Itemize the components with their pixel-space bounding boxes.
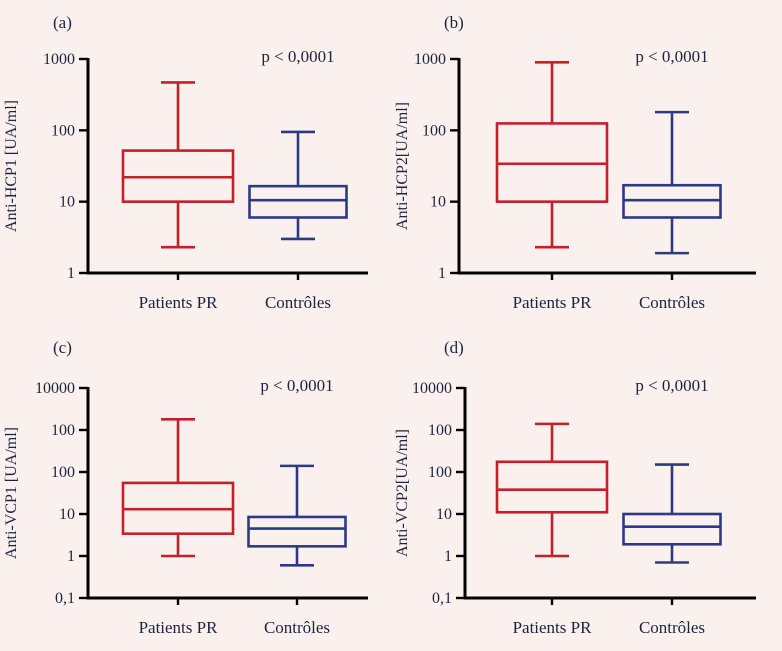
p-value-label: p < 0,0001 xyxy=(261,47,334,66)
y-tick-label: 1000 xyxy=(43,51,75,68)
y-tick-label: 10 xyxy=(59,506,75,523)
panel-b: (b) Anti-HCP2[UA/ml] p < 0,0001 1000 100 10 1 P… xyxy=(394,13,756,312)
x-tick-label: Patients PR xyxy=(139,618,219,637)
panel-letter: (c) xyxy=(53,338,72,357)
y-tick-label: 10 xyxy=(430,194,446,211)
y-tick-label: 10000 xyxy=(412,380,452,397)
y-tick-label: 100 xyxy=(428,422,452,439)
box-b-controls xyxy=(622,110,722,255)
p-value-label: p < 0,0001 xyxy=(635,47,708,66)
box-b-patients xyxy=(495,60,609,249)
box-d-controls xyxy=(622,463,722,564)
y-axis-title: Anti-VCP2[UA/ml] xyxy=(394,429,411,557)
x-tick-label: Patients PR xyxy=(513,618,593,637)
iqr-box xyxy=(248,184,348,219)
box-a-patients xyxy=(121,81,235,249)
y-tick-label: 10 xyxy=(59,194,75,211)
x-tick-label: Contrôles xyxy=(264,618,330,637)
y-tick-label: 10000 xyxy=(35,380,75,397)
box-a-controls xyxy=(248,130,348,241)
iqr-box xyxy=(495,460,609,514)
box-c-controls xyxy=(247,464,347,567)
y-axis-title: Anti-HCP2[UA/ml] xyxy=(394,102,411,230)
x-tick-label: Contrôles xyxy=(639,293,705,312)
y-tick-label: 0,1 xyxy=(432,590,452,607)
x-tick-label: Patients PR xyxy=(513,293,593,312)
p-value-label: p < 0,0001 xyxy=(260,376,333,395)
x-tick-label: Contrôles xyxy=(639,618,705,637)
y-tick-label: 1 xyxy=(67,548,75,565)
p-value-label: p < 0,0001 xyxy=(635,376,708,395)
box-c-patients xyxy=(121,417,235,558)
y-tick-label: 100 xyxy=(422,122,446,139)
x-tick-label: Patients PR xyxy=(139,293,219,312)
y-axis-title: Anti-HCP1 [UA/ml] xyxy=(3,100,20,232)
box-d-patients xyxy=(495,422,609,558)
x-tick-label: Contrôles xyxy=(265,293,331,312)
y-tick-label: 10 xyxy=(436,506,452,523)
panel-letter: (d) xyxy=(444,338,464,357)
y-tick-label: 100 xyxy=(51,422,75,439)
panel-d: (d)Anti-VCP2[UA/ml]p < 0,000110000100100… xyxy=(394,338,756,637)
y-tick-label: 1 xyxy=(438,265,446,282)
iqr-box xyxy=(247,515,347,548)
panel-a: (a) Anti-HCP1 [UA/ml] p < 0,0001 1000 100 10 1… xyxy=(3,13,368,312)
y-tick-label: 100 xyxy=(51,122,75,139)
iqr-box xyxy=(622,512,722,546)
y-axis-title: Anti-VCP1 [UA/ml] xyxy=(3,427,20,559)
panel-c: (c)Anti-VCP1 [UA/ml]p < 0,00011000010010… xyxy=(3,338,368,637)
y-tick-label: 0,1 xyxy=(55,590,75,607)
panel-letter: (b) xyxy=(444,13,464,32)
panel-letter: (a) xyxy=(53,13,72,32)
y-tick-label: 1 xyxy=(67,265,75,282)
y-tick-label: 100 xyxy=(51,464,75,481)
y-tick-label: 1 xyxy=(444,548,452,565)
y-tick-label: 100 xyxy=(428,464,452,481)
y-tick-label: 1000 xyxy=(414,51,446,68)
